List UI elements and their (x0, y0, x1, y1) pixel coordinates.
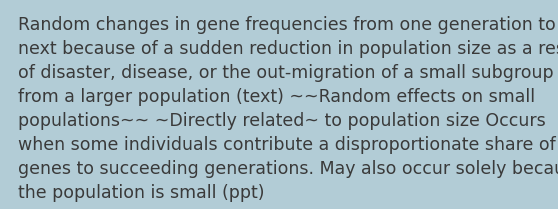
Text: of disaster, disease, or the out-migration of a small subgroup: of disaster, disease, or the out-migrati… (18, 64, 554, 82)
Text: next because of a sudden reduction in population size as a result: next because of a sudden reduction in po… (18, 40, 558, 58)
Text: when some individuals contribute a disproportionate share of: when some individuals contribute a dispr… (18, 136, 556, 154)
Text: Random changes in gene frequencies from one generation to the: Random changes in gene frequencies from … (18, 16, 558, 34)
Text: the population is small (ppt): the population is small (ppt) (18, 184, 264, 202)
Text: from a larger population (text) ~~Random effects on small: from a larger population (text) ~~Random… (18, 88, 535, 106)
Text: populations~~ ~Directly related~ to population size Occurs: populations~~ ~Directly related~ to popu… (18, 112, 546, 130)
Text: genes to succeeding generations. May also occur solely because: genes to succeeding generations. May als… (18, 160, 558, 178)
